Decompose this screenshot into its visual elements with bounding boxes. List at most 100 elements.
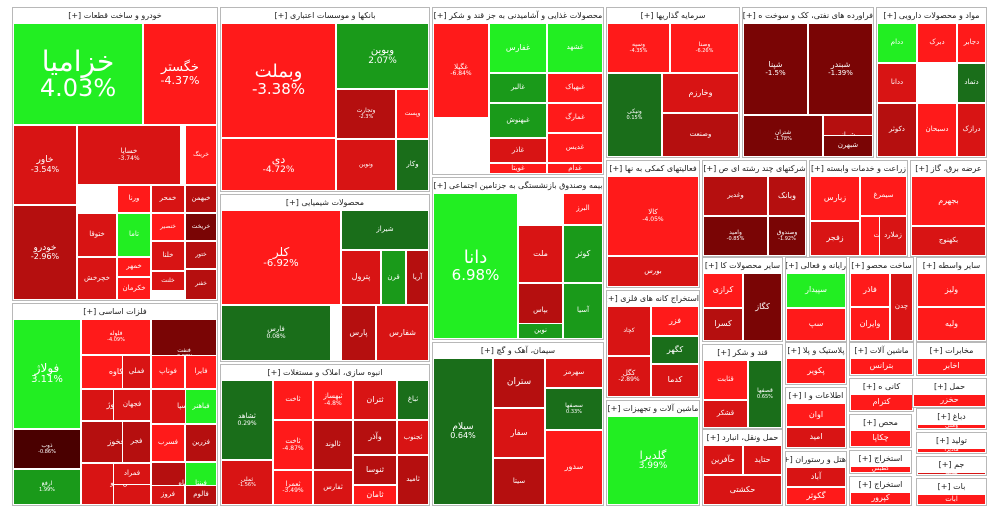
stock-tile[interactable]: ثاخت (273, 380, 313, 420)
stock-tile[interactable]: خبهمن (185, 185, 217, 213)
sector-header[interactable]: محصولات غذایی و آشامیدنی به جز قند و شکر… (433, 8, 603, 23)
stock-tile[interactable]: فجهان (113, 389, 151, 421)
sector-header[interactable]: ساخت محصو [+] (850, 258, 913, 273)
stock-tile[interactable]: خکرمان (117, 277, 151, 300)
sector-header[interactable]: استخراج کانه های فلزی [+] (607, 291, 699, 306)
stock-tile[interactable]: سپیدار (786, 273, 846, 308)
stock-tile[interactable]: دانا 6.98% (433, 193, 518, 339)
stock-tile[interactable]: پترول (341, 250, 381, 305)
stock-tile[interactable]: خاور -3.54% (13, 125, 77, 205)
stock-tile[interactable]: ختور (185, 241, 217, 269)
stock-tile[interactable]: کترام (850, 394, 913, 411)
stock-tile[interactable]: گکوثر (786, 487, 846, 505)
stock-tile[interactable]: وپست (396, 89, 429, 139)
stock-tile[interactable]: کرازی (703, 273, 743, 308)
stock-tile[interactable]: خمهر (117, 257, 151, 277)
stock-tile[interactable]: وبوین 2.07% (336, 23, 429, 89)
stock-tile[interactable]: فباهنر (185, 389, 217, 424)
sector-header[interactable]: دباغ [+] (917, 409, 986, 424)
stock-tile[interactable]: ورنا (117, 185, 151, 213)
stock-tile[interactable]: شتران -1.78% (743, 115, 823, 157)
stock-tile[interactable]: فسرب (151, 424, 185, 462)
sector-header[interactable]: مخابرات [+] (917, 343, 986, 358)
stock-tile[interactable]: سصفها 0.33% (545, 388, 603, 430)
stock-tile[interactable]: فولاژ 3.11% (13, 319, 81, 429)
stock-tile[interactable]: وصنعت (662, 113, 739, 157)
stock-tile[interactable]: وغدیر (703, 176, 768, 216)
stock-tile[interactable]: ثباغ (397, 380, 429, 420)
stock-tile[interactable]: غبهنوش (489, 103, 547, 138)
stock-tile[interactable]: وخارزم (662, 73, 739, 113)
stock-tile[interactable]: کگهر (651, 336, 699, 364)
stock-tile[interactable]: سدور (545, 430, 603, 505)
stock-tile[interactable]: بترانس (850, 358, 913, 375)
sector-header[interactable]: بات [+] (917, 479, 986, 494)
stock-tile[interactable]: اخابر (917, 358, 986, 375)
stock-tile[interactable]: دسبحان (917, 103, 957, 157)
stock-tile[interactable]: غدیس (547, 133, 603, 163)
stock-tile[interactable]: دتماد (957, 63, 986, 103)
stock-tile[interactable]: ثاخت -4.87% (273, 420, 313, 470)
stock-tile[interactable]: ونوین (336, 139, 396, 191)
stock-tile[interactable]: زفجر (810, 221, 860, 256)
stock-tile[interactable]: فزرین (185, 424, 217, 462)
stock-tile[interactable]: وبملت -3.38% (221, 23, 336, 138)
stock-tile[interactable]: ثامید (397, 455, 429, 505)
stock-tile[interactable]: فاذر (850, 273, 890, 307)
stock-tile[interactable]: وامید -0.85% (703, 216, 768, 256)
stock-tile[interactable]: آسیا (563, 283, 603, 339)
stock-tile[interactable]: زملارد (879, 216, 907, 256)
sector-header[interactable]: سایر محصولات کا [+] (703, 258, 782, 273)
stock-tile[interactable]: خرینگ (185, 125, 217, 185)
stock-tile[interactable]: بکهنوج (911, 226, 986, 256)
stock-tile[interactable]: خفنر (185, 269, 217, 300)
stock-tile[interactable]: فوناپ (151, 355, 185, 389)
stock-tile[interactable]: غویتا (489, 163, 547, 174)
stock-tile[interactable]: کلر -6.92% (221, 210, 341, 305)
stock-tile[interactable]: وکار (396, 139, 429, 191)
stock-tile[interactable]: وآذر (353, 420, 397, 455)
sector-header[interactable]: تولید [+] (917, 433, 986, 448)
sector-header[interactable]: هتل و رستوران [+] (786, 452, 846, 467)
sector-header[interactable]: زراعت و خدمات وابسته [+] (810, 161, 907, 176)
stock-tile[interactable]: فالوم (185, 485, 217, 505)
sector-header[interactable]: محص [+] (850, 415, 911, 430)
stock-tile[interactable]: ثملی -1.56% (221, 460, 273, 505)
stock-tile[interactable]: حتاید (743, 445, 782, 475)
sector-header[interactable]: مواد و محصولات دارویی [+] (877, 8, 986, 23)
sector-header[interactable]: محصولات شیمیایی [+] (221, 195, 429, 210)
sector-header[interactable]: ماشین آلات و تجهیزات [+] (607, 401, 699, 416)
stock-tile[interactable]: گلدیرا 3.99% (607, 416, 699, 505)
stock-tile[interactable]: نوین (518, 323, 563, 339)
stock-tile[interactable]: سیتا (493, 458, 545, 505)
sector-header[interactable]: اطلاعات و ا [+] (786, 388, 846, 403)
stock-tile[interactable]: تاما (117, 213, 151, 257)
stock-tile[interactable]: خمحر (151, 185, 185, 213)
stock-tile[interactable]: ثتران (353, 380, 397, 420)
sector-header[interactable]: بیمه وصندوق بازنشستگی به جزتامین اجتماعی… (433, 178, 603, 193)
stock-tile[interactable]: وایران (850, 307, 890, 341)
stock-tile[interactable]: فلوله -4.09% (81, 319, 151, 355)
sector-header[interactable]: جم [+] (917, 457, 986, 472)
sector-header[interactable]: حمل ونقل، انبارد [+] (703, 430, 782, 445)
stock-tile[interactable]: شپنا -1.5% (743, 23, 808, 115)
stock-tile[interactable]: فارس 0.08% (221, 305, 331, 361)
stock-tile[interactable]: حکشتی (703, 475, 782, 505)
stock-tile[interactable]: امید (786, 427, 846, 448)
stock-tile[interactable]: بورس (607, 256, 699, 287)
stock-tile[interactable]: غبهپاک (547, 73, 603, 103)
stock-tile[interactable]: سهرمز (545, 358, 603, 388)
stock-tile[interactable]: حآفرین (703, 445, 743, 475)
stock-tile[interactable]: ددام (877, 23, 917, 63)
sector-header[interactable]: پلاستیک و پلا [+] (786, 343, 846, 358)
stock-tile[interactable]: وملی (917, 424, 986, 429)
stock-tile[interactable]: غشهد (547, 23, 603, 73)
stock-tile[interactable]: کوثر (563, 225, 603, 283)
stock-tile[interactable]: ارفع 1.99% (13, 469, 81, 505)
sector-header[interactable]: سرمایه گذاریها [+] (607, 8, 739, 23)
stock-tile[interactable]: دی -4.72% (221, 138, 336, 191)
stock-tile[interactable]: سیلام 0.64% (433, 358, 493, 505)
stock-tile[interactable]: پکویر (786, 358, 846, 384)
stock-tile[interactable]: قشکر (703, 400, 748, 428)
stock-tile[interactable]: فایرا (185, 355, 217, 389)
